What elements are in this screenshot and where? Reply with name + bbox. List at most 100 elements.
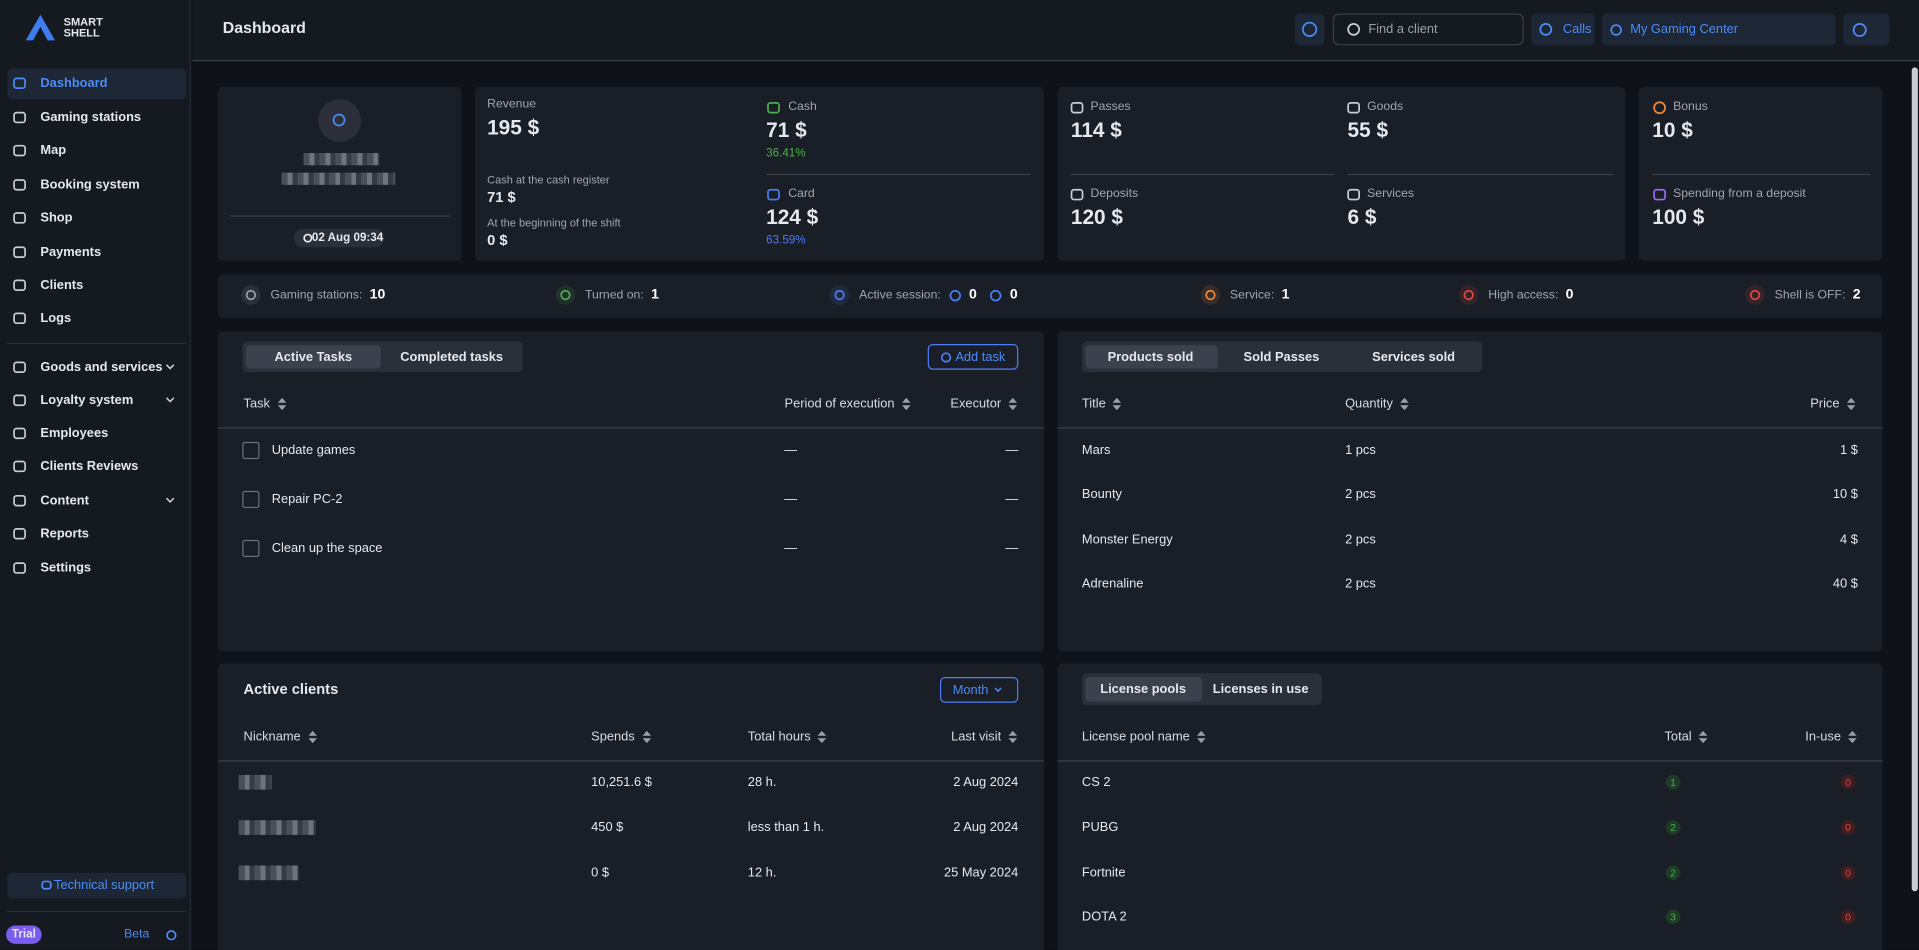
sort-icon[interactable] xyxy=(641,730,652,745)
task-name: Update games xyxy=(271,443,356,458)
logo[interactable] xyxy=(24,13,56,42)
nav-item[interactable]: Reports xyxy=(40,526,89,542)
icon xyxy=(41,880,52,890)
nav-item[interactable]: Shop xyxy=(40,210,73,226)
tab-active[interactable] xyxy=(1085,345,1218,369)
nav-item[interactable]: Logs xyxy=(40,310,72,326)
sort-icon[interactable] xyxy=(1847,730,1858,745)
nav-item[interactable]: Map xyxy=(40,143,67,158)
user-menu[interactable] xyxy=(1843,13,1890,46)
calls-text[interactable]: Calls xyxy=(1562,22,1592,37)
license-in-use: 0 xyxy=(1845,910,1851,924)
tab[interactable]: Active Tasks xyxy=(274,349,353,365)
checkbox[interactable] xyxy=(242,539,260,558)
nav-item[interactable]: Goods and services xyxy=(40,359,163,375)
icon xyxy=(13,144,26,157)
nav-item[interactable]: Dashboard xyxy=(40,75,108,91)
sort-icon[interactable] xyxy=(1196,730,1207,745)
tab[interactable]: Completed tasks xyxy=(400,349,504,365)
column-header[interactable]: In-use xyxy=(1805,726,1858,748)
icon xyxy=(1205,289,1216,301)
icon xyxy=(940,351,952,362)
divider xyxy=(230,215,450,217)
product-price: 40 $ xyxy=(1832,576,1858,592)
blurred-text xyxy=(303,153,380,166)
product-title: Bounty xyxy=(1081,487,1122,502)
chevron[interactable] xyxy=(165,397,175,404)
nav-item[interactable]: Loyalty system xyxy=(40,392,134,408)
sort-icon[interactable] xyxy=(1399,397,1410,412)
label: Bonus xyxy=(1673,100,1708,114)
support-button[interactable] xyxy=(7,872,187,899)
nav-active-bg xyxy=(7,68,187,100)
label: Spending from a deposit xyxy=(1673,187,1806,201)
column-header[interactable]: Nickname xyxy=(244,726,318,748)
column-header[interactable]: Total xyxy=(1665,726,1709,748)
checkbox[interactable] xyxy=(242,490,260,509)
sort-icon[interactable] xyxy=(1698,730,1709,745)
add-task-text[interactable]: Add task xyxy=(955,349,1006,365)
chevron[interactable] xyxy=(165,364,175,371)
tab[interactable]: Products sold xyxy=(1107,349,1194,365)
tab[interactable]: Sold Passes xyxy=(1243,349,1320,365)
icon xyxy=(245,289,257,301)
nav-item[interactable]: Gaming stations xyxy=(40,110,142,125)
nav-item[interactable]: Booking system xyxy=(40,177,140,193)
table-divider xyxy=(217,760,1044,762)
badge xyxy=(1665,909,1681,925)
chevron[interactable] xyxy=(165,497,175,504)
sort-icon[interactable] xyxy=(307,730,318,745)
sort-icon[interactable] xyxy=(817,730,828,745)
column-header[interactable]: License pool name xyxy=(1082,726,1207,748)
shift-time: 02 Aug 09:34 xyxy=(311,230,384,245)
client-last-visit: 25 May 2024 xyxy=(943,865,1019,881)
tab[interactable]: Licenses in use xyxy=(1212,681,1309,697)
location-text[interactable]: My Gaming Center xyxy=(1630,22,1739,37)
period-select[interactable] xyxy=(939,676,1019,703)
column-header[interactable]: Last visit xyxy=(951,726,1018,748)
client-spends: 10,251.6 $ xyxy=(591,774,652,790)
column-header[interactable]: Period of execution xyxy=(785,393,912,415)
column-header[interactable]: Quantity xyxy=(1345,393,1410,415)
nav-item[interactable]: Payments xyxy=(40,244,102,260)
icon xyxy=(990,289,1002,301)
support-text[interactable]: Technical support xyxy=(54,877,155,893)
tab-active[interactable] xyxy=(1085,676,1202,702)
column-header[interactable]: Spends xyxy=(591,726,652,748)
column-header[interactable]: Total hours xyxy=(748,726,828,748)
blurred-text xyxy=(238,774,272,790)
sort-icon[interactable] xyxy=(276,397,287,412)
nav-item[interactable]: Employees xyxy=(40,426,109,441)
tab[interactable]: Services sold xyxy=(1372,349,1456,365)
value: 71 $ xyxy=(487,188,516,206)
nav-item[interactable]: Content xyxy=(40,493,89,509)
status-item: Turned on: 1 xyxy=(585,284,664,306)
tab[interactable]: License pools xyxy=(1100,681,1186,697)
column-header[interactable]: Executor xyxy=(950,393,1018,415)
value: 114 $ xyxy=(1070,118,1122,143)
search-input[interactable] xyxy=(1332,13,1524,46)
sort-icon[interactable] xyxy=(1007,397,1018,412)
tab-active[interactable] xyxy=(246,345,381,369)
checkbox[interactable] xyxy=(242,441,260,460)
nav-item[interactable]: Settings xyxy=(40,560,92,576)
sort-icon[interactable] xyxy=(1112,397,1123,412)
divider xyxy=(1070,173,1335,176)
sort-icon[interactable] xyxy=(1007,730,1018,745)
sort-icon[interactable] xyxy=(1846,397,1857,412)
icon xyxy=(13,361,26,374)
add-button[interactable] xyxy=(1294,13,1325,46)
nav-item[interactable]: Clients Reviews xyxy=(40,459,139,474)
task-name: Clean up the space xyxy=(271,541,383,556)
column-header[interactable]: Price xyxy=(1810,393,1856,415)
period-text[interactable]: Month xyxy=(952,682,989,698)
add-task-button[interactable] xyxy=(927,344,1019,370)
nav-item[interactable]: Clients xyxy=(40,277,84,293)
column-title: Total hours xyxy=(747,729,811,745)
status-value: 1 xyxy=(1281,287,1290,303)
sort-icon[interactable] xyxy=(901,397,912,412)
column-header[interactable]: Title xyxy=(1082,393,1123,415)
calls-button[interactable] xyxy=(1531,13,1595,46)
location-select[interactable] xyxy=(1602,13,1836,46)
column-header[interactable]: Task xyxy=(244,393,288,415)
